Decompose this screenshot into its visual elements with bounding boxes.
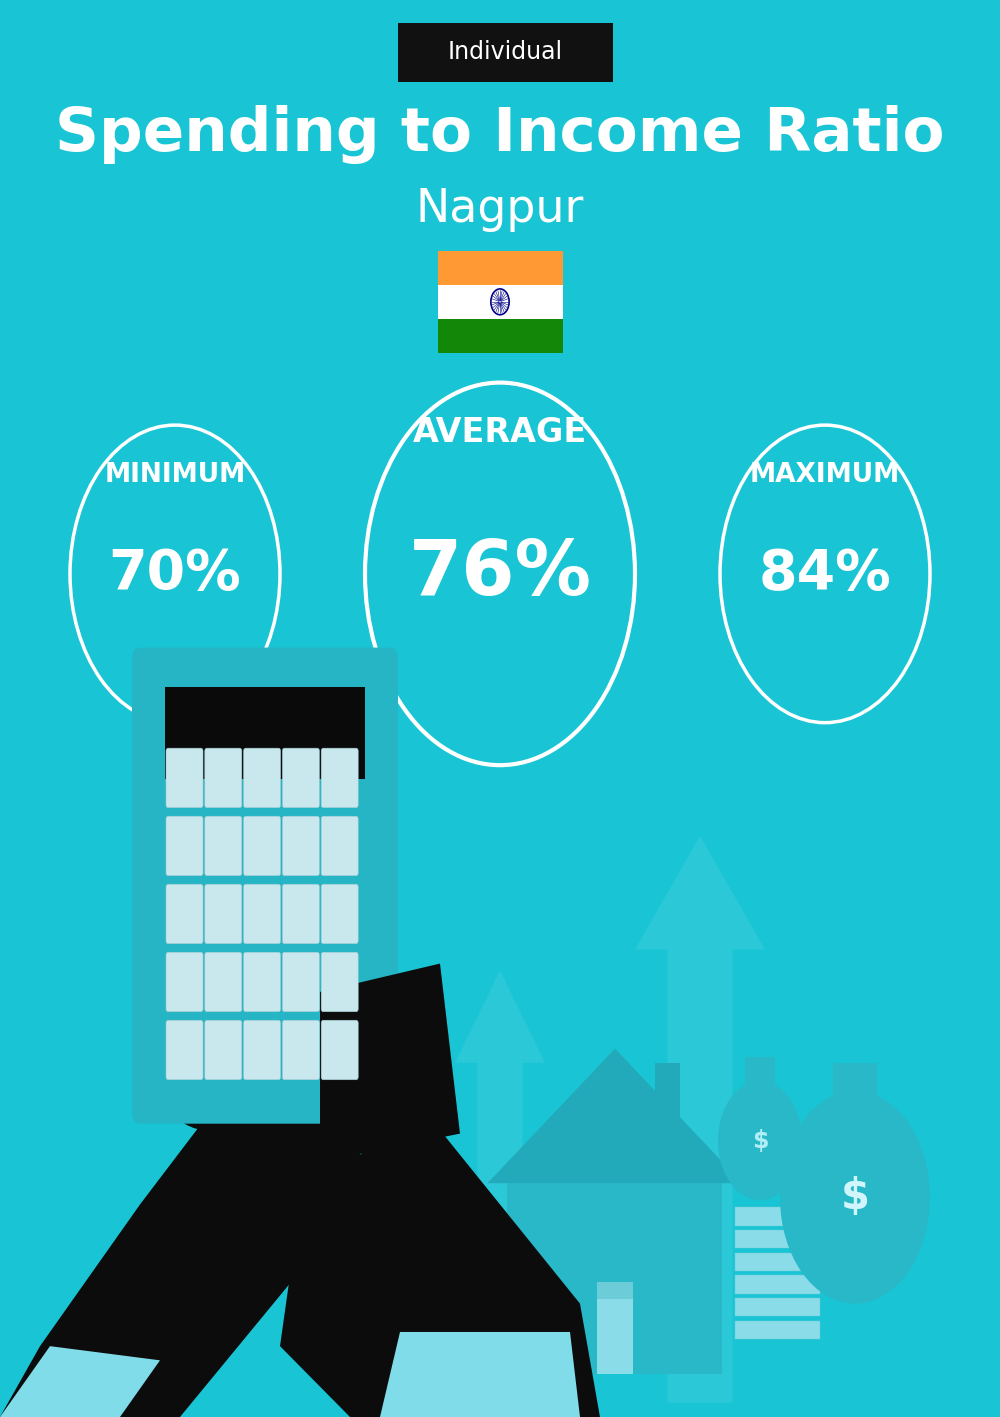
FancyBboxPatch shape <box>282 816 319 876</box>
Bar <box>438 251 562 285</box>
Bar <box>438 319 562 353</box>
Bar <box>507 1183 722 1374</box>
FancyBboxPatch shape <box>282 748 319 808</box>
Bar <box>655 1063 680 1127</box>
FancyBboxPatch shape <box>205 952 242 1012</box>
Text: 70%: 70% <box>109 547 241 601</box>
FancyBboxPatch shape <box>321 748 358 808</box>
FancyBboxPatch shape <box>244 952 281 1012</box>
Bar <box>735 1321 820 1339</box>
Text: MINIMUM: MINIMUM <box>104 462 246 487</box>
Text: MAXIMUM: MAXIMUM <box>750 462 900 487</box>
FancyBboxPatch shape <box>205 748 242 808</box>
Circle shape <box>780 1091 930 1304</box>
Polygon shape <box>487 1049 742 1183</box>
Text: 76%: 76% <box>409 537 592 611</box>
Bar <box>597 1282 633 1299</box>
FancyBboxPatch shape <box>205 1020 242 1080</box>
FancyBboxPatch shape <box>166 816 203 876</box>
FancyBboxPatch shape <box>166 952 203 1012</box>
FancyBboxPatch shape <box>282 884 319 944</box>
Polygon shape <box>635 836 765 1403</box>
FancyBboxPatch shape <box>244 884 281 944</box>
Bar <box>735 1207 820 1226</box>
FancyBboxPatch shape <box>282 1020 319 1080</box>
Text: Spending to Income Ratio: Spending to Income Ratio <box>55 105 945 164</box>
FancyBboxPatch shape <box>321 1020 358 1080</box>
Polygon shape <box>455 971 545 1403</box>
Bar <box>735 1253 820 1271</box>
Circle shape <box>142 938 278 1131</box>
FancyBboxPatch shape <box>321 952 358 1012</box>
Polygon shape <box>0 1020 400 1417</box>
Polygon shape <box>320 964 460 1162</box>
FancyBboxPatch shape <box>205 884 242 944</box>
FancyBboxPatch shape <box>244 816 281 876</box>
Bar <box>833 1063 877 1102</box>
FancyBboxPatch shape <box>132 648 398 1124</box>
FancyBboxPatch shape <box>321 816 358 876</box>
FancyBboxPatch shape <box>205 816 242 876</box>
FancyBboxPatch shape <box>321 884 358 944</box>
Bar <box>745 1057 775 1088</box>
Text: 84%: 84% <box>759 547 891 601</box>
Bar <box>438 285 562 319</box>
FancyBboxPatch shape <box>398 23 612 82</box>
Polygon shape <box>380 1332 580 1417</box>
Text: $: $ <box>752 1129 768 1152</box>
Text: Individual: Individual <box>447 41 563 64</box>
FancyBboxPatch shape <box>244 748 281 808</box>
Circle shape <box>718 1081 802 1200</box>
Text: AVERAGE: AVERAGE <box>413 415 587 449</box>
Polygon shape <box>280 1105 600 1417</box>
FancyBboxPatch shape <box>282 952 319 1012</box>
Text: $: $ <box>840 1176 870 1219</box>
FancyBboxPatch shape <box>166 748 203 808</box>
Bar <box>597 1282 633 1374</box>
FancyBboxPatch shape <box>244 1020 281 1080</box>
Polygon shape <box>0 1346 160 1417</box>
Bar <box>165 687 365 779</box>
Bar <box>735 1275 820 1294</box>
Bar <box>735 1298 820 1316</box>
FancyBboxPatch shape <box>166 884 203 944</box>
Bar <box>735 1230 820 1248</box>
Text: Nagpur: Nagpur <box>416 187 584 232</box>
FancyBboxPatch shape <box>166 1020 203 1080</box>
